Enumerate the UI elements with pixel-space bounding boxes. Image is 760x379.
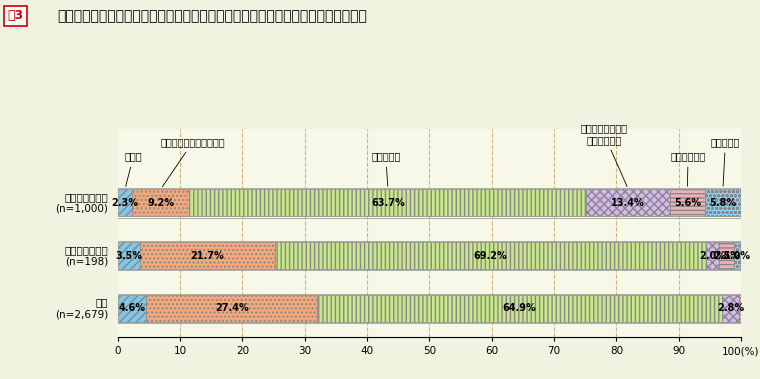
Text: 厳しい: 厳しい <box>125 152 142 186</box>
Bar <box>118 189 132 216</box>
Bar <box>147 294 317 322</box>
Text: 27.4%: 27.4% <box>215 303 249 313</box>
Bar <box>118 242 140 269</box>
Bar <box>118 294 147 322</box>
Bar <box>705 189 741 216</box>
Bar <box>275 242 706 269</box>
Text: 妥当である: 妥当である <box>371 152 401 186</box>
Text: 69.2%: 69.2% <box>473 251 508 260</box>
Text: 4.6%: 4.6% <box>119 303 146 313</box>
Bar <box>132 189 189 216</box>
Bar <box>670 189 705 216</box>
Bar <box>739 294 741 322</box>
Text: 64.9%: 64.9% <box>502 303 537 313</box>
Text: 1.0%: 1.0% <box>724 251 751 260</box>
Bar <box>317 294 722 322</box>
Text: 5.8%: 5.8% <box>709 198 736 208</box>
Text: 2.3%: 2.3% <box>112 198 138 208</box>
Bar <box>734 242 740 269</box>
Text: 2.8%: 2.8% <box>717 303 744 313</box>
Text: 図3: 図3 <box>8 9 24 22</box>
Text: 分からない: 分からない <box>711 137 740 186</box>
Text: 2.0%: 2.0% <box>699 251 726 260</box>
Text: 2.5%: 2.5% <box>713 251 739 260</box>
Text: どちらかと言えば厳しい: どちらかと言えば厳しい <box>160 137 225 187</box>
Text: 倫理規程で定められている行為規制の内容全般について、どのように思いますか。: 倫理規程で定められている行為規制の内容全般について、どのように思いますか。 <box>57 9 367 23</box>
Text: 3.5%: 3.5% <box>116 251 142 260</box>
Text: 有識者モニター
(n=198): 有識者モニター (n=198) <box>65 245 109 266</box>
Text: どちらかと言えば
緩やかである: どちらかと言えば 緩やかである <box>581 123 628 186</box>
Text: 9.2%: 9.2% <box>147 198 174 208</box>
Text: 市民アンケート
(n=1,000): 市民アンケート (n=1,000) <box>55 192 109 213</box>
Bar <box>189 189 587 216</box>
Text: 緩やかである: 緩やかである <box>670 152 705 186</box>
Text: 5.6%: 5.6% <box>674 198 701 208</box>
Text: 13.4%: 13.4% <box>611 198 645 208</box>
Bar <box>587 189 670 216</box>
Text: 21.7%: 21.7% <box>190 251 224 260</box>
Bar <box>718 242 734 269</box>
Text: 63.7%: 63.7% <box>371 198 405 208</box>
Text: 職員
(n=2,679): 職員 (n=2,679) <box>55 298 109 319</box>
Bar <box>722 294 739 322</box>
Bar <box>140 242 275 269</box>
Bar <box>706 242 718 269</box>
